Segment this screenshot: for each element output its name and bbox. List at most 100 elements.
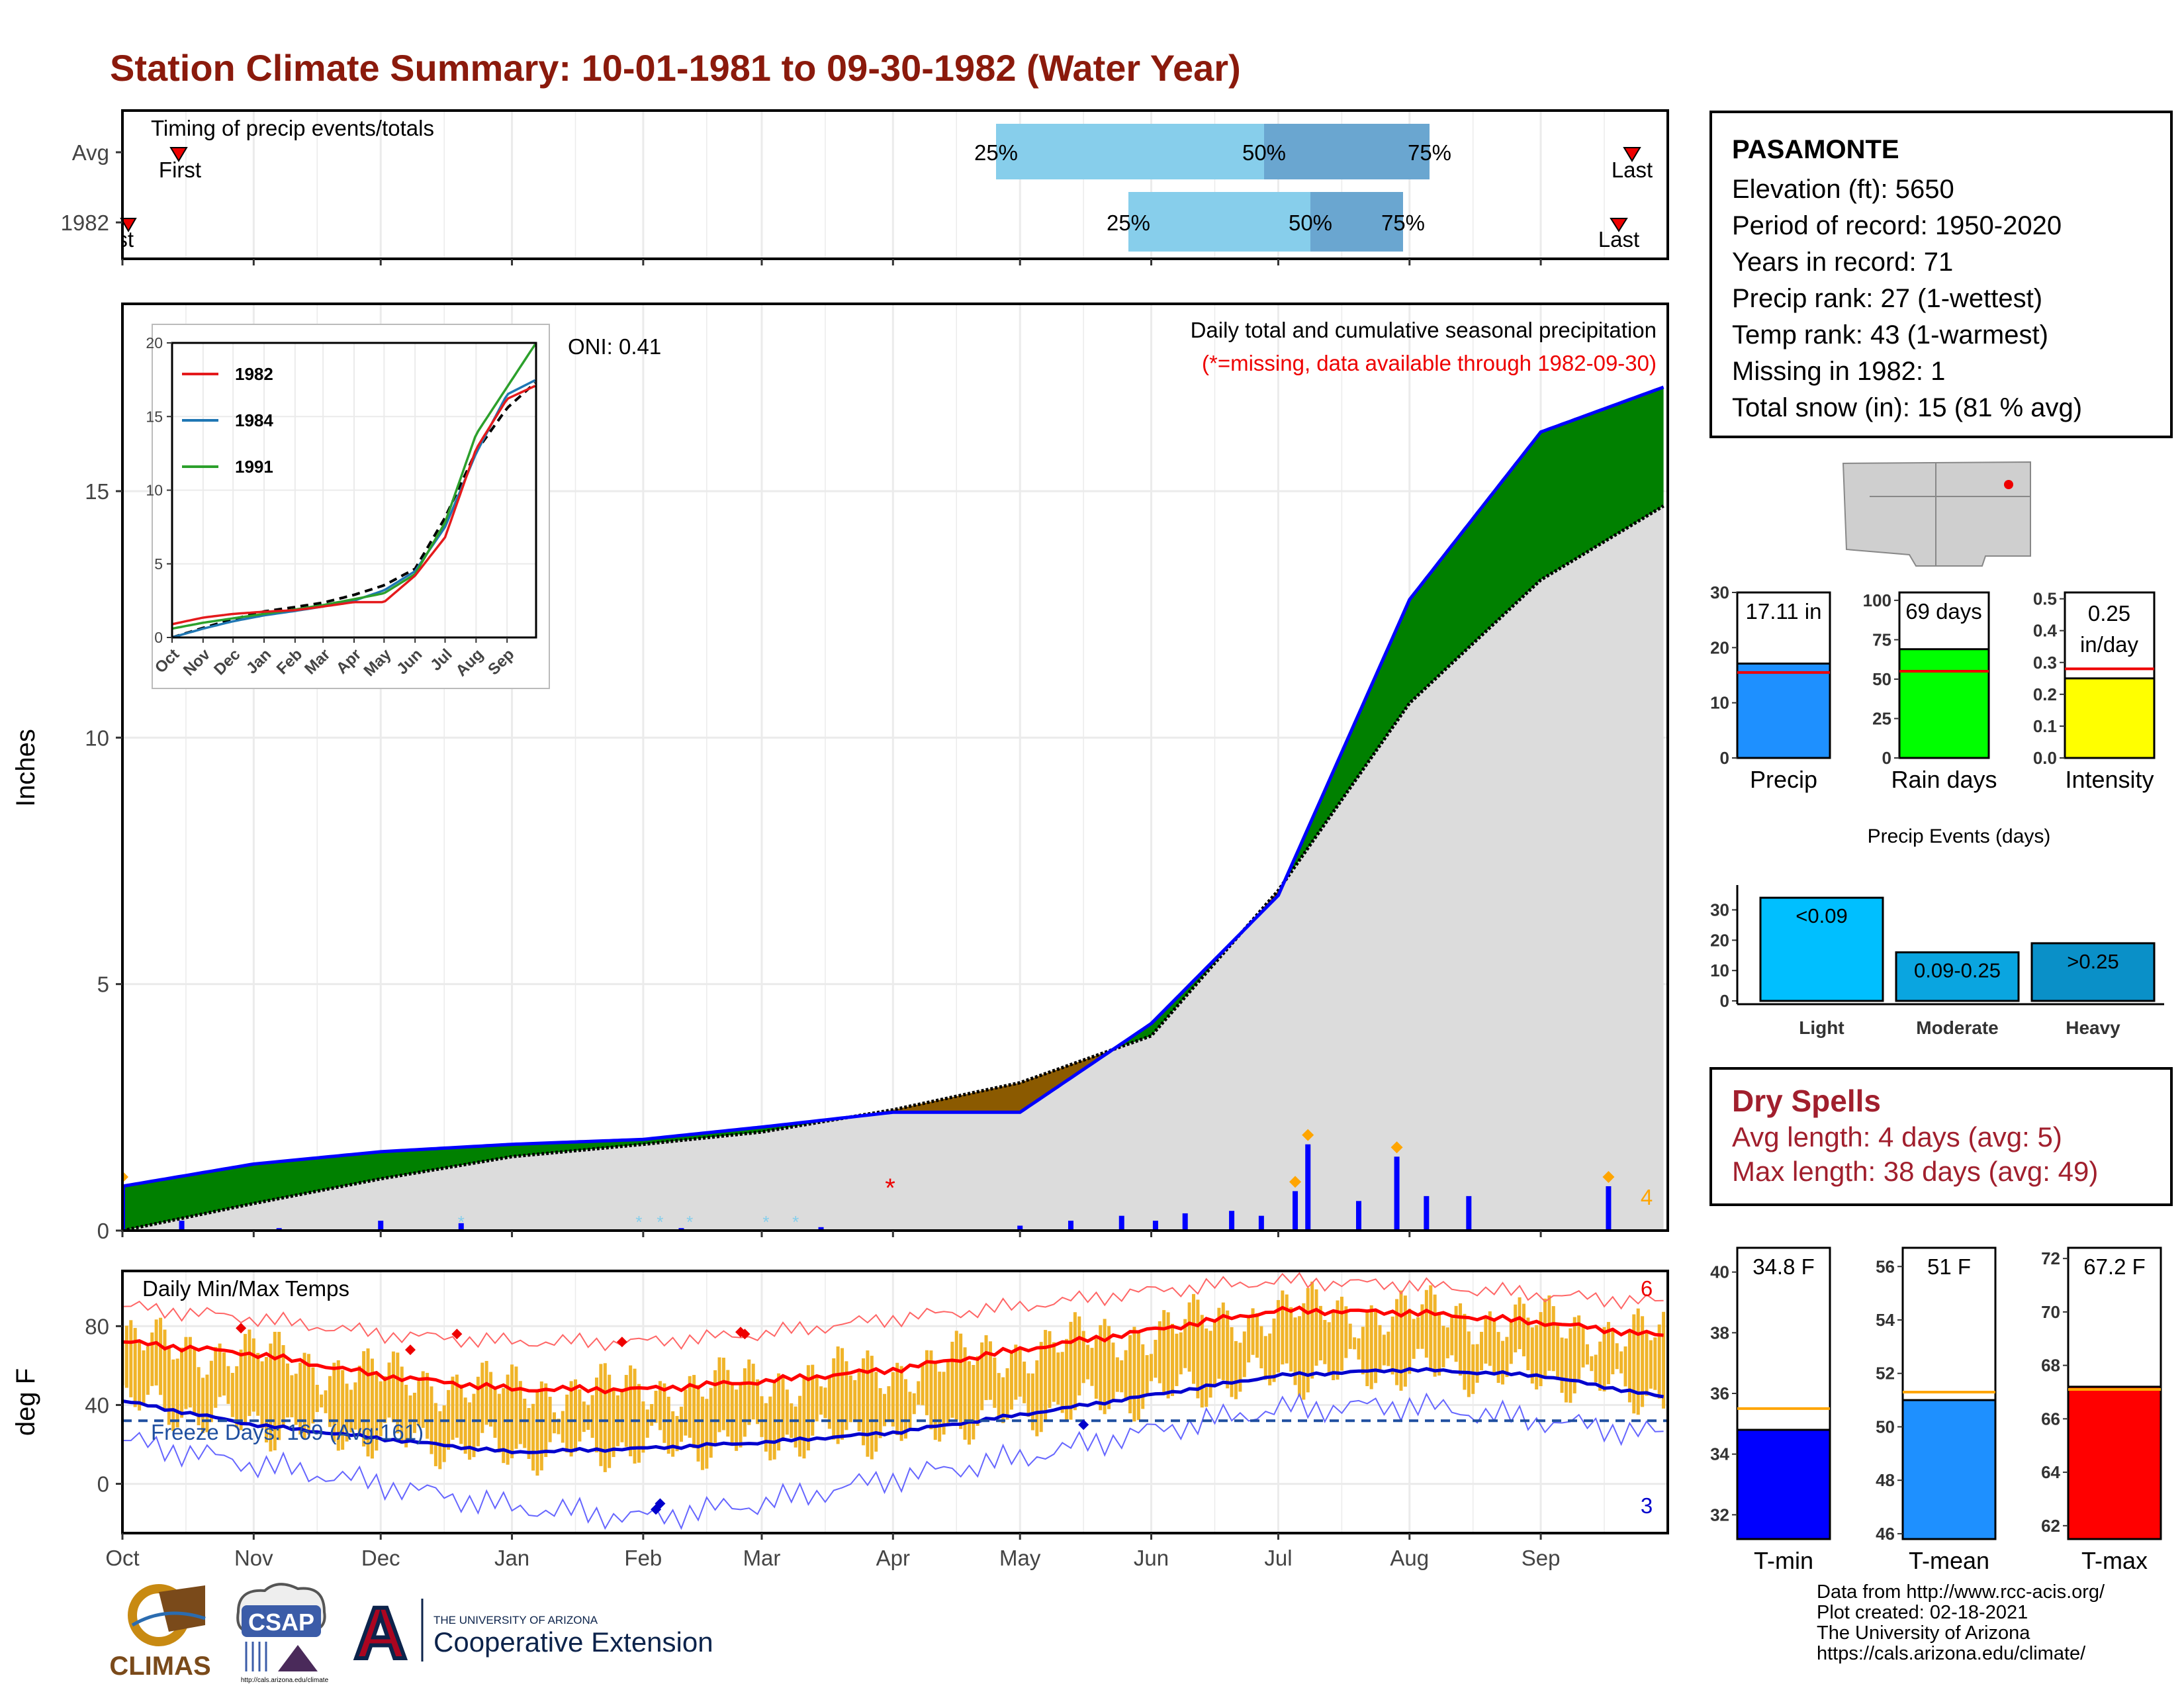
tmin-summary-label: T-min <box>1754 1547 1813 1574</box>
daily-precip-bar <box>276 1228 282 1229</box>
record-low-marker <box>1078 1419 1089 1430</box>
timing-avg-p75: 75% <box>1408 140 1451 165</box>
tmax-summary-y-tick: 72 <box>2041 1248 2060 1268</box>
daily-precip-bars <box>124 1144 1612 1229</box>
tmax-summary-value: 67.2 F <box>2083 1254 2146 1279</box>
daily-precip-bar <box>1182 1213 1188 1229</box>
precip-events-bar <box>1759 896 1884 1002</box>
precip-y-tick: 10 <box>85 726 109 750</box>
heavy-precip-marker <box>1390 1141 1403 1154</box>
daily-precip-bar <box>1356 1201 1361 1229</box>
temp-y-label: deg F <box>11 1368 40 1436</box>
record-high-marker <box>739 1329 751 1340</box>
csap-url: http://cals.arizona.edu/climate <box>241 1677 329 1684</box>
rain-days-summary-label: Rain days <box>1891 766 1997 793</box>
daily-precip-bar <box>1229 1211 1235 1229</box>
daily-temp-bars <box>124 1282 1666 1476</box>
y1982-last-marker <box>1610 218 1628 232</box>
snow-marker: * <box>635 1212 642 1232</box>
timing-1982-last: Last <box>1598 227 1639 252</box>
average-cumulative-area <box>128 506 1664 1229</box>
tmax-summary-bar <box>2067 1385 2162 1540</box>
timing-avg-first: First <box>159 158 201 182</box>
month-tick-label: Aug <box>1390 1546 1429 1570</box>
intensity-summary-value: 0.25 <box>2088 601 2130 626</box>
observed-cumulative-line <box>124 385 1664 1188</box>
intensity-summary-unit: in/day <box>2080 632 2139 657</box>
tmin-summary-y-tick: 36 <box>1710 1383 1729 1403</box>
avg-timing-bar-low <box>996 124 1264 179</box>
tmax-summary-y-tick: 64 <box>2041 1462 2060 1482</box>
credit-data-source: Data from http://www.rcc-acis.org/ <box>1817 1581 2105 1603</box>
avg-timing-bar-high <box>1264 124 1430 179</box>
csap-wordmark: CSAP <box>248 1609 314 1636</box>
tmax-summary-y-tick: 68 <box>2041 1356 2060 1376</box>
daily-precip-bar <box>1258 1215 1264 1229</box>
timing-1982-p50: 50% <box>1289 211 1332 235</box>
precip-events-title: Precip Events (days) <box>1868 825 2051 847</box>
tmean-summary-value: 51 F <box>1927 1254 1971 1279</box>
rain-days-summary-y-tick: 25 <box>1872 708 1891 728</box>
daily-precip-bar <box>818 1227 824 1229</box>
intensity-summary-y-tick: 0.1 <box>2033 716 2057 736</box>
avg-first-marker <box>169 147 188 162</box>
record-low-count: 3 <box>1641 1493 1653 1518</box>
record-low-marker <box>655 1498 666 1509</box>
record-high-marker <box>405 1344 416 1356</box>
average-cumulative-line <box>124 504 1664 1229</box>
intensity-summary: 0.0 0.1 0.2 0.3 0.4 0.5 Intensity 0.25 in/day <box>2033 589 2156 793</box>
y1982-first-marker <box>120 218 137 232</box>
month-tick-label: Feb <box>624 1546 662 1570</box>
precip-summary-value: 17.11 in <box>1746 599 1822 624</box>
snow-marker: * <box>792 1212 799 1232</box>
dry-spells-box: Dry Spells Avg length: 4 days (avg: 5) M… <box>1709 1067 2173 1206</box>
timing-1982-p75: 75% <box>1381 211 1425 235</box>
precip-y-tick: 0 <box>97 1219 109 1243</box>
rain-days-summary-y-tick: 100 <box>1863 590 1891 610</box>
precip-y-label: Inches <box>11 729 40 807</box>
daily-precip-bar <box>179 1221 185 1229</box>
csap-logo: CSAP http://cals.arizona.edu/climate <box>236 1583 329 1684</box>
ua-logo: A THE UNIVERSITY OF ARIZONA Cooperative … <box>352 1591 713 1676</box>
daily-precip-bar <box>458 1223 464 1229</box>
inset-y-tick: 5 <box>154 555 163 573</box>
timing-row-1982: 1982 <box>61 211 109 235</box>
rain-days-summary-y-tick: 75 <box>1872 630 1891 649</box>
climas-logo: CLIMAS <box>109 1584 211 1681</box>
daily-precip-bar <box>1017 1225 1023 1229</box>
tmean-summary-label: T-mean <box>1909 1547 1989 1574</box>
tmean-summary-y-tick: 54 <box>1876 1310 1895 1330</box>
inset-y-tick: 10 <box>146 482 163 499</box>
timing-avg-p25: 25% <box>974 140 1018 165</box>
main-chart: Timing of precip events/totals 25% 50% 7… <box>11 109 1669 1570</box>
snow-marker: * <box>458 1212 465 1232</box>
climas-wordmark: CLIMAS <box>109 1652 210 1681</box>
timing-panel: Timing of precip events/totals 25% 50% 7… <box>61 109 1669 265</box>
page-title: Station Climate Summary: 10-01-1981 to 0… <box>110 47 1241 89</box>
temp-y-tick: 40 <box>85 1393 109 1417</box>
inset-legend-label: 1984 <box>235 410 273 430</box>
month-tick-label: Jan <box>494 1546 529 1570</box>
tmean-summary-y-tick: 46 <box>1876 1524 1895 1544</box>
average-min-line <box>124 1367 1664 1455</box>
station-elevation: Elevation (ft): 5650 <box>1732 175 1954 204</box>
snow-marker: * <box>762 1212 769 1232</box>
precip-events-bar <box>2030 942 2156 1002</box>
month-tick-label: Mar <box>743 1546 781 1570</box>
daily-precip-bar <box>1394 1156 1400 1229</box>
station-years: Years in record: 71 <box>1732 248 1954 277</box>
precip-y-tick: 5 <box>97 972 109 997</box>
credit-plot-date: Plot created: 02-18-2021 <box>1817 1602 2028 1623</box>
timing-row-avg: Avg <box>72 140 109 165</box>
record-high-count: 6 <box>1641 1276 1653 1301</box>
intensity-summary-y-tick: 0.5 <box>2033 589 2057 609</box>
average-max-line <box>124 1305 1664 1395</box>
precip-events-bar <box>1895 951 2020 1002</box>
precip-note: Daily total and cumulative seasonal prec… <box>1191 318 1657 342</box>
dry-spells-title: Dry Spells <box>1732 1084 1881 1118</box>
daily-precip-bar <box>1152 1221 1158 1229</box>
record-high-marker <box>451 1329 463 1340</box>
daily-precip-bar <box>1305 1144 1311 1229</box>
precip-events-chart: Precip Events (days) 0 10 20 30 <0.09 Light 0.0… <box>1710 825 2164 1038</box>
rain-days-summary: 0 25 50 75 100 Rain days 69 days <box>1863 590 1997 793</box>
